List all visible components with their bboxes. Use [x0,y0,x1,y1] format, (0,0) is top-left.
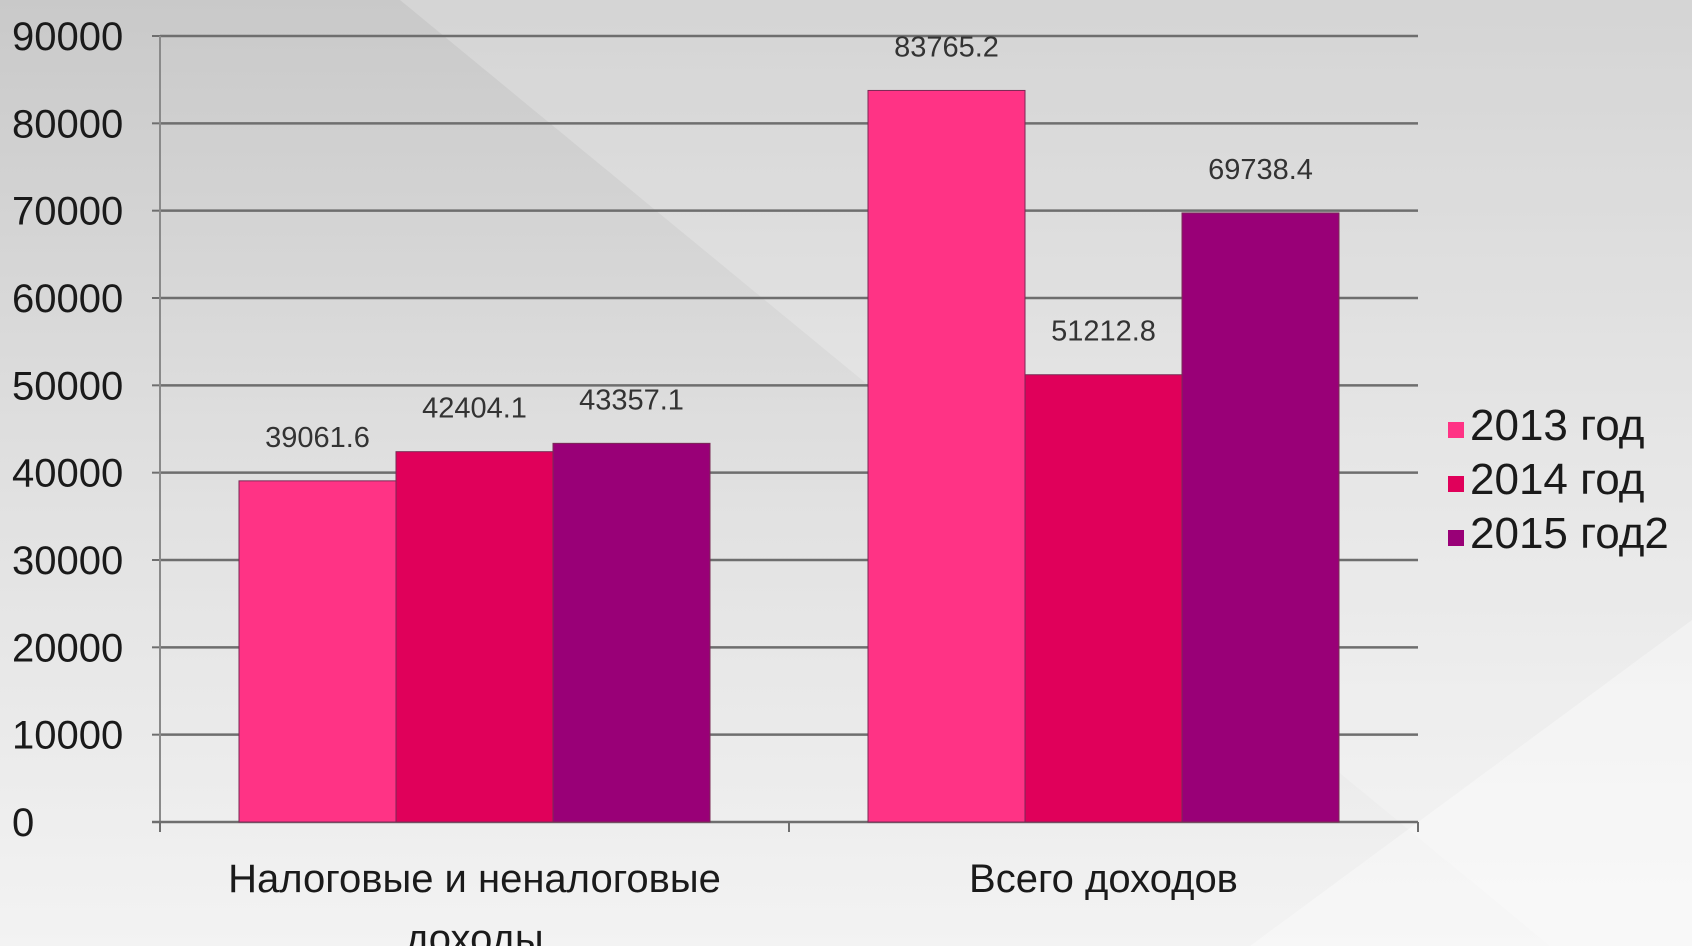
y-axis-tick-label: 10000 [12,714,123,758]
bar-2015-год2-0 [552,442,711,823]
y-axis-tick-labels: 0 10000 20000 30000 40000 50000 60000 70000 8000… [12,15,123,845]
bar-2014-год-1 [1024,374,1183,823]
data-label: 83765.2 [894,31,999,63]
x-axis-category-label: Налоговые и неналоговые [228,857,721,901]
bar-2015-год2-1 [1181,212,1340,823]
data-label: 69738.4 [1208,154,1313,186]
y-axis-tick-label: 50000 [12,364,123,408]
y-axis-tick-label: 70000 [12,190,123,234]
y-axis-tick-label: 80000 [12,102,123,146]
legend-swatch [1448,530,1464,546]
y-axis-tick-label: 20000 [12,626,123,670]
y-axis-tick-label: 0 [12,801,34,845]
data-label: 51212.8 [1051,316,1156,348]
legend-entry: 2013 год [1470,401,1644,450]
y-axis-tick-label: 60000 [12,277,123,321]
x-axis-category-label: доходы [405,917,543,946]
y-axis-tick-label: 40000 [12,452,123,496]
decorative-corner-shape [1250,620,1692,946]
legend-swatch [1448,422,1464,438]
data-label: 43357.1 [579,384,684,416]
bar-2014-год-0 [395,451,554,823]
data-label: 42404.1 [422,393,527,425]
legend-entry: 2014 год [1470,455,1644,504]
x-axis-category-labels: Налоговые и неналоговые доходы Всего доход… [228,857,1238,946]
bars [238,89,1340,823]
y-axis-tick-label: 30000 [12,539,123,583]
bar-2013-год-1 [867,89,1026,823]
data-label: 39061.6 [265,422,370,454]
legend-entry: 2015 год2 [1470,509,1669,558]
legend-swatch [1448,476,1464,492]
data-labels: 39061.6 42404.1 43357.1 83765.2 51212.8 69738… [265,31,1313,453]
bar-2013-год-0 [238,480,397,823]
legend: 2013 год 2014 год 2015 год2 [1448,401,1669,558]
x-axis-category-label: Всего доходов [969,857,1238,901]
y-axis-tick-label: 90000 [12,15,123,59]
